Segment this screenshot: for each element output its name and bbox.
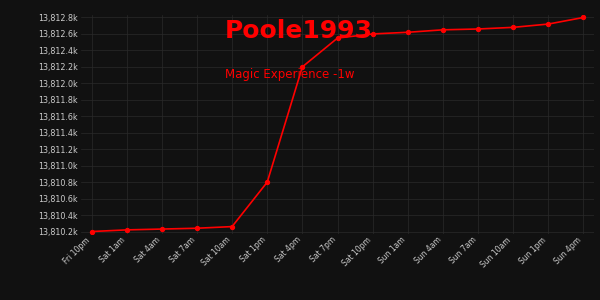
Point (368, 32, 377, 36)
Point (157, 227, 167, 232)
Point (262, 180, 272, 184)
Point (473, 27, 483, 32)
Point (122, 227, 131, 232)
Point (544, 22, 553, 26)
Point (332, 36, 342, 40)
Text: Poole1993: Poole1993 (224, 20, 373, 44)
Point (227, 224, 237, 229)
Text: Magic Experience -1w: Magic Experience -1w (224, 68, 354, 81)
Point (508, 25, 518, 30)
Point (403, 30, 413, 35)
Point (438, 27, 448, 32)
Point (192, 226, 202, 231)
Point (298, 64, 307, 69)
Point (578, 15, 588, 20)
Point (87, 229, 97, 234)
